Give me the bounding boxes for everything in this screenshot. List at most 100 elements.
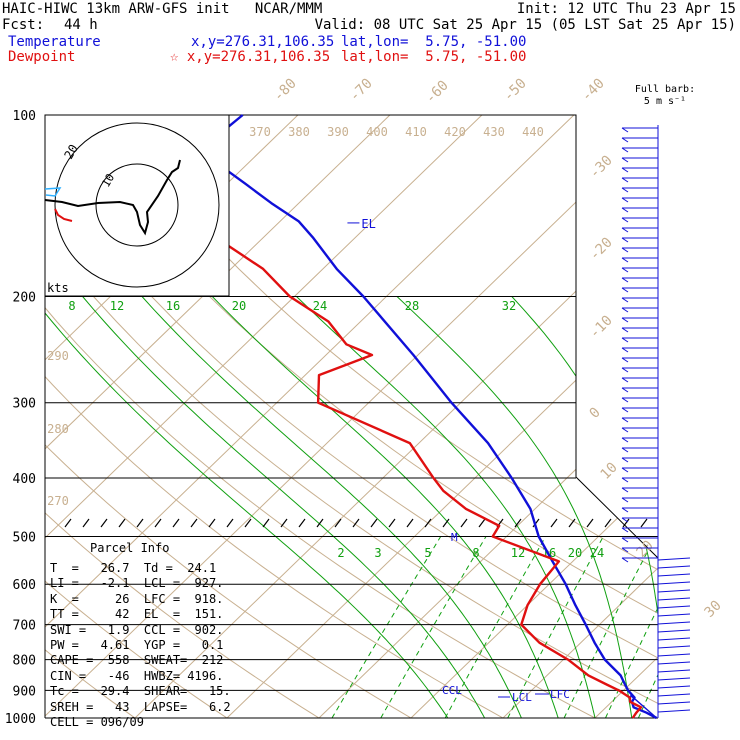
isotherm-line bbox=[45, 115, 658, 718]
freezing-hatch bbox=[190, 518, 198, 528]
wind-barb bbox=[657, 597, 691, 601]
wind-barb bbox=[657, 557, 691, 561]
wind-barb-flag bbox=[621, 527, 629, 533]
wind-barb bbox=[657, 669, 691, 673]
freezing-hatch bbox=[208, 518, 216, 528]
dry-adiabat bbox=[45, 115, 412, 718]
wind-barb-flag bbox=[621, 427, 629, 433]
moist-adiabat bbox=[627, 296, 658, 718]
wind-barb-flag bbox=[621, 257, 629, 263]
theta-e-label: 390 bbox=[327, 125, 349, 139]
wind-barb-flag bbox=[621, 407, 629, 413]
isotherm-label: 0 bbox=[587, 405, 604, 422]
wind-barb-flag bbox=[621, 297, 629, 303]
freezing-hatch bbox=[100, 518, 108, 528]
hodograph-ring-outer bbox=[54, 122, 220, 288]
wind-barb-flag bbox=[621, 327, 629, 333]
mixing-ratio-label: 24 bbox=[590, 546, 604, 560]
wind-barb bbox=[657, 637, 691, 641]
moist-adiabat bbox=[396, 296, 633, 718]
isotherm-line bbox=[226, 115, 658, 718]
parcel-path bbox=[629, 695, 658, 719]
hodograph-upper bbox=[44, 187, 62, 197]
freezing-hatch bbox=[118, 518, 126, 528]
wind-barb-flag bbox=[621, 357, 629, 363]
theta-e-label: 420 bbox=[444, 125, 466, 139]
isotherm-label: 30 bbox=[702, 598, 725, 621]
theta-label: 280 bbox=[47, 422, 69, 436]
freezing-hatch bbox=[154, 518, 162, 528]
dewpoint-legend: Dewpoint bbox=[8, 49, 76, 65]
pressure-tick-label: 600 bbox=[13, 578, 36, 593]
freezing-hatch bbox=[82, 518, 90, 528]
wind-barb bbox=[657, 661, 691, 665]
wind-barb-flag bbox=[621, 157, 629, 163]
temperature-latlon: lat,lon= 5.75, -51.00 bbox=[341, 34, 527, 50]
wind-barb-flag bbox=[621, 497, 629, 503]
theta-e-label: 430 bbox=[483, 125, 505, 139]
wind-barb bbox=[657, 581, 691, 585]
parcel-box-bg bbox=[46, 535, 284, 718]
freezing-hatch bbox=[280, 518, 288, 528]
wind-barb-flag bbox=[621, 187, 629, 193]
theta-e-label: 380 bbox=[288, 125, 310, 139]
isotherm-label: -70 bbox=[347, 76, 376, 105]
hodograph-ring-label: 20 bbox=[61, 142, 80, 162]
wind-barb-flag bbox=[621, 547, 629, 553]
wind-barb-flag bbox=[621, 137, 629, 143]
isotherm-line bbox=[502, 115, 658, 718]
dewpoint-latlon: lat,lon= 5.75, -51.00 bbox=[341, 49, 527, 65]
pressure-tick-label: 500 bbox=[13, 530, 36, 545]
wind-barb-flag bbox=[621, 457, 629, 463]
wind-barb bbox=[657, 653, 691, 657]
mixing-ratio-label: 5 bbox=[424, 546, 431, 560]
parcel-info-row: CAPE = 558 SWEAT= 212 bbox=[50, 653, 224, 668]
wind-barb bbox=[657, 693, 691, 697]
isotherm-line bbox=[687, 115, 740, 718]
wind-barb-flag bbox=[621, 287, 629, 293]
freezing-hatch bbox=[334, 518, 342, 528]
wind-barb-flag bbox=[621, 517, 629, 523]
wind-barb-flag bbox=[621, 377, 629, 383]
mixing-ratio-label: 20 bbox=[232, 299, 246, 313]
mixing-ratio-label: 12 bbox=[511, 546, 525, 560]
wind-barb bbox=[657, 621, 691, 625]
mixing-ratio-line bbox=[331, 536, 442, 718]
dry-adiabat bbox=[45, 115, 596, 718]
isotherm-line bbox=[45, 115, 575, 718]
wind-barb bbox=[657, 701, 691, 705]
hodograph: 20 10 kts bbox=[44, 114, 230, 297]
freezing-hatch bbox=[622, 518, 630, 528]
pressure-tick-label: 1000 bbox=[5, 712, 36, 727]
freezing-hatch bbox=[226, 518, 234, 528]
mixing-ratio-label: 8 bbox=[68, 299, 75, 313]
dry-adiabat bbox=[45, 115, 136, 718]
isotherm-label: -10 bbox=[587, 313, 616, 342]
mixing-ratio-line bbox=[380, 536, 487, 718]
wind-barb-flag bbox=[621, 557, 629, 563]
wind-barb-flag bbox=[621, 197, 629, 203]
parcel-info-row: SWI = 1.9 CCL = 902. bbox=[50, 622, 224, 637]
freezing-hatch bbox=[316, 518, 324, 528]
wind-barb-flag bbox=[621, 347, 629, 353]
init-time: Init: 12 UTC Thu 23 Apr 15 bbox=[516, 1, 736, 17]
wind-barb-flag bbox=[621, 217, 629, 223]
wind-barb-flag bbox=[621, 487, 629, 493]
wind-barb-flag bbox=[621, 317, 629, 323]
wind-barb bbox=[657, 573, 691, 577]
isotherm-label: -20 bbox=[587, 235, 616, 264]
pressure-tick-label: 300 bbox=[13, 397, 36, 412]
freezing-hatch bbox=[550, 518, 558, 528]
dry-adiabat bbox=[45, 115, 658, 718]
pressure-tick-label: 700 bbox=[13, 619, 36, 634]
diagram-grid bbox=[44, 114, 740, 719]
wind-barb-flag bbox=[621, 177, 629, 183]
theta-label: 270 bbox=[47, 494, 69, 508]
isotherm-label: -40 bbox=[579, 76, 608, 105]
mixing-ratio-label: 32 bbox=[502, 299, 516, 313]
isotherm-label: -80 bbox=[271, 76, 300, 105]
wind-barb-flag bbox=[621, 337, 629, 343]
mixing-ratio-line bbox=[666, 537, 740, 719]
freezing-hatch bbox=[406, 518, 414, 528]
